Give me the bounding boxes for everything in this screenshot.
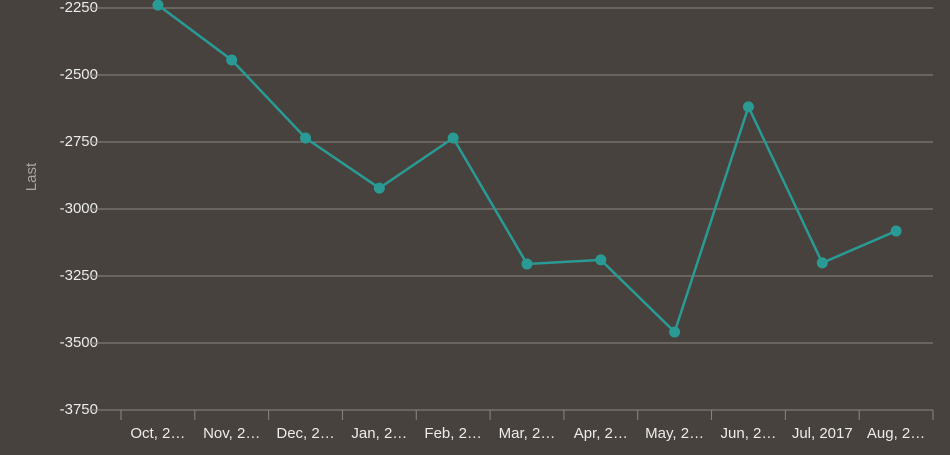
data-point bbox=[521, 258, 533, 270]
data-point bbox=[890, 225, 902, 237]
x-tick-label: Oct, 2… bbox=[130, 425, 185, 442]
x-tick-label: Dec, 2… bbox=[276, 425, 334, 442]
y-axis-label: Last bbox=[23, 162, 40, 191]
x-tick-label: Apr, 2… bbox=[574, 425, 628, 442]
x-tick-label: Jul, 2017 bbox=[792, 425, 853, 442]
x-tick-label: May, 2… bbox=[645, 425, 704, 442]
x-tick-label: Mar, 2… bbox=[499, 425, 556, 442]
y-tick-label: -3250 bbox=[60, 267, 98, 284]
data-point bbox=[226, 54, 238, 66]
data-point bbox=[447, 132, 459, 144]
x-tick-label: Jan, 2… bbox=[351, 425, 407, 442]
y-tick-label: -3750 bbox=[60, 401, 98, 418]
data-point bbox=[300, 132, 312, 144]
y-tick-label: -2250 bbox=[60, 0, 98, 16]
y-tick-label: -3000 bbox=[60, 200, 98, 217]
data-point bbox=[373, 182, 385, 194]
data-point bbox=[816, 257, 828, 269]
data-point bbox=[742, 101, 754, 113]
data-point bbox=[669, 326, 681, 338]
data-point bbox=[595, 254, 607, 266]
y-tick-label: -2750 bbox=[60, 133, 98, 150]
x-tick-label: Nov, 2… bbox=[203, 425, 260, 442]
x-tick-label: Feb, 2… bbox=[424, 425, 482, 442]
y-tick-label: -2500 bbox=[60, 66, 98, 83]
x-tick-label: Jun, 2… bbox=[721, 425, 777, 442]
x-tick-label: Aug, 2… bbox=[867, 425, 925, 442]
y-tick-label: -3500 bbox=[60, 334, 98, 351]
data-point bbox=[152, 0, 164, 11]
